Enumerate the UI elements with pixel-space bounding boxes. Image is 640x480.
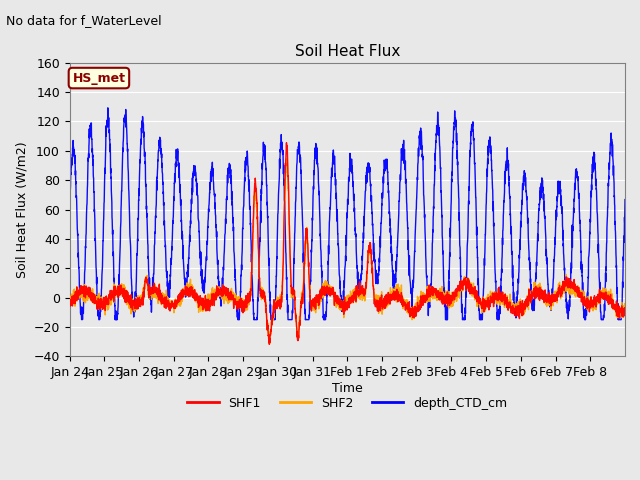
- Legend: SHF1, SHF2, depth_CTD_cm: SHF1, SHF2, depth_CTD_cm: [182, 392, 513, 415]
- Title: Soil Heat Flux: Soil Heat Flux: [294, 44, 400, 59]
- Text: HS_met: HS_met: [72, 72, 125, 84]
- Text: No data for f_WaterLevel: No data for f_WaterLevel: [6, 14, 162, 27]
- X-axis label: Time: Time: [332, 382, 363, 395]
- Y-axis label: Soil Heat Flux (W/m2): Soil Heat Flux (W/m2): [15, 141, 28, 278]
